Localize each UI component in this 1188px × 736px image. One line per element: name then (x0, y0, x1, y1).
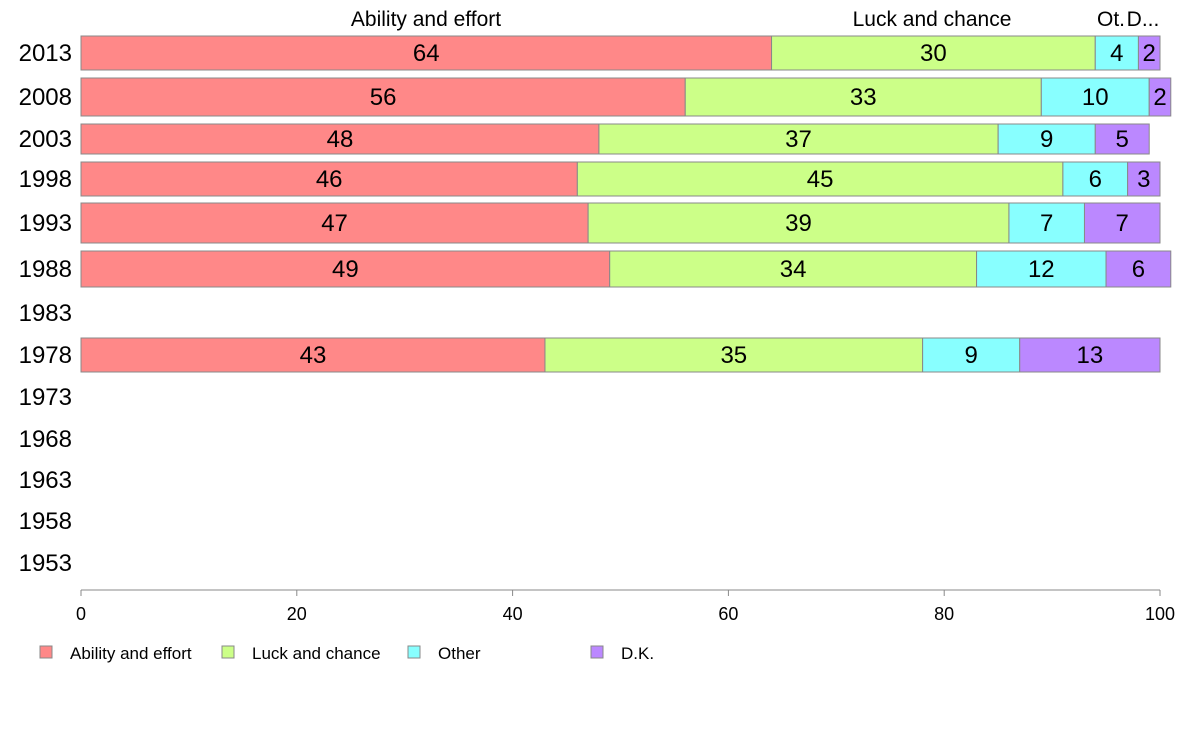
bar-label-2008-series-1: 33 (850, 84, 877, 111)
top-series-label-2: Ot. (1097, 8, 1125, 31)
bar-label-2013-series-3: 2 (1143, 40, 1156, 67)
x-tick-label-100: 100 (1145, 604, 1175, 624)
bar-label-1998-series-1: 45 (807, 166, 834, 193)
legend-swatch-series-1 (221, 645, 235, 659)
year-label-2013: 2013 (19, 40, 72, 67)
legend-label-series-3: D.K. (621, 644, 654, 663)
bar-label-2008-series-2: 10 (1082, 84, 1109, 111)
bar-1998-series-1 (576, 161, 1064, 197)
bar-label-1998-series-2: 6 (1089, 166, 1102, 193)
bar-2008-series-2 (1040, 77, 1150, 117)
bar-label-2008-series-3: 2 (1153, 84, 1166, 111)
bar-label-1988-series-3: 6 (1132, 256, 1145, 283)
bar-2003-series-3 (1094, 123, 1150, 155)
bar-label-1988-series-2: 12 (1028, 256, 1055, 283)
bar-2013-series-1 (771, 35, 1096, 71)
bar-label-1993-series-0: 47 (321, 210, 348, 237)
bar-label-1993-series-2: 7 (1040, 210, 1053, 237)
bar-label-2013-series-1: 30 (920, 40, 947, 67)
bar-label-1978-series-2: 9 (964, 342, 977, 369)
top-series-label-3: D... (1127, 8, 1160, 31)
legend-label-series-0: Ability and effort (70, 644, 192, 663)
legend-swatch-series-2 (407, 645, 421, 659)
bar-1993-series-3 (1083, 202, 1161, 244)
bar-2008-series-3 (1148, 77, 1172, 117)
year-label-1953: 1953 (19, 550, 72, 577)
bar-1988-series-3 (1105, 250, 1172, 288)
legend-label-series-1: Luck and chance (252, 644, 381, 663)
year-label-1978: 1978 (19, 342, 72, 369)
bar-label-2013-series-0: 64 (413, 40, 440, 67)
bar-2008-series-0 (80, 77, 686, 117)
x-tick-label-0: 0 (76, 604, 86, 624)
bar-1993-series-2 (1008, 202, 1085, 244)
x-tick-label-60: 60 (718, 604, 738, 624)
year-label-1983: 1983 (19, 300, 72, 327)
bar-label-1993-series-1: 39 (785, 210, 812, 237)
bar-2013-series-3 (1137, 35, 1161, 71)
bar-label-1998-series-3: 3 (1137, 166, 1150, 193)
year-label-2008: 2008 (19, 84, 72, 111)
bar-2003-series-0 (80, 123, 600, 155)
bar-label-1978-series-1: 35 (720, 342, 747, 369)
bar-label-1988-series-0: 49 (332, 256, 359, 283)
legend-swatch-series-0 (39, 645, 53, 659)
x-tick-label-80: 80 (934, 604, 954, 624)
year-label-2003: 2003 (19, 126, 72, 153)
bar-label-2003-series-2: 9 (1040, 126, 1053, 153)
year-label-1973: 1973 (19, 384, 72, 411)
year-label-1958: 1958 (19, 508, 72, 535)
bar-label-2008-series-0: 56 (370, 84, 397, 111)
year-label-1998: 1998 (19, 166, 72, 193)
year-label-1968: 1968 (19, 426, 72, 453)
bar-2008-series-1 (684, 77, 1042, 117)
bar-1988-series-2 (976, 250, 1107, 288)
bar-label-2003-series-1: 37 (785, 126, 812, 153)
legend-swatch-series-3 (590, 645, 604, 659)
top-series-label-0: Ability and effort (351, 8, 501, 31)
bar-label-1993-series-3: 7 (1116, 210, 1129, 237)
bar-label-1988-series-1: 34 (780, 256, 807, 283)
bar-1978-series-3 (1019, 337, 1161, 373)
year-label-1963: 1963 (19, 467, 72, 494)
bar-1978-series-0 (80, 337, 546, 373)
bar-1978-series-1 (544, 337, 924, 373)
bar-1998-series-0 (80, 161, 578, 197)
bar-label-1978-series-0: 43 (300, 342, 327, 369)
bar-label-2003-series-0: 48 (327, 126, 354, 153)
year-label-1993: 1993 (19, 210, 72, 237)
bar-2013-series-0 (80, 35, 773, 71)
x-tick-label-20: 20 (287, 604, 307, 624)
bar-2003-series-1 (598, 123, 999, 155)
legend-label-series-2: Other (438, 644, 481, 663)
bar-label-1978-series-3: 13 (1077, 342, 1104, 369)
bar-1998-series-2 (1062, 161, 1129, 197)
bar-2013-series-2 (1094, 35, 1139, 71)
top-series-label-1: Luck and chance (853, 8, 1012, 31)
bar-label-2013-series-2: 4 (1110, 40, 1123, 67)
bar-label-2003-series-3: 5 (1116, 126, 1129, 153)
bar-2003-series-2 (997, 123, 1096, 155)
x-tick-label-40: 40 (503, 604, 523, 624)
bar-1998-series-3 (1127, 161, 1161, 197)
year-label-1988: 1988 (19, 256, 72, 283)
bar-label-1998-series-0: 46 (316, 166, 343, 193)
